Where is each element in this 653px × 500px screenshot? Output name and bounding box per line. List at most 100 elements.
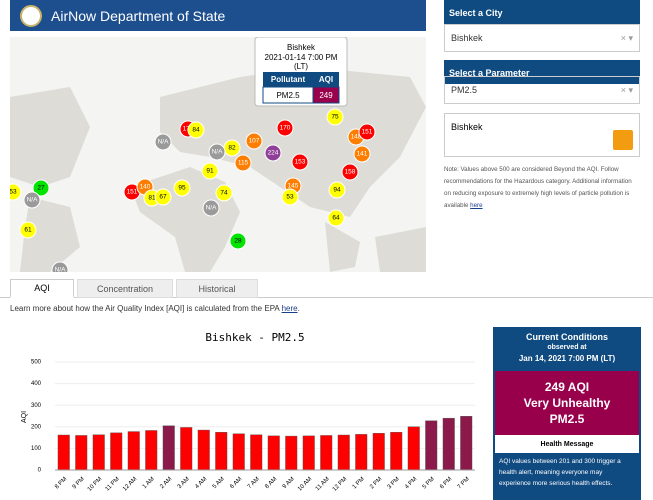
map-marker[interactable] bbox=[10, 183, 22, 201]
marker-label: 74 bbox=[220, 190, 228, 197]
x-tick-label: 10 AM bbox=[297, 476, 313, 492]
tab[interactable]: Concentration bbox=[77, 279, 173, 298]
marker-label: 75 bbox=[331, 114, 339, 121]
map-marker[interactable] bbox=[264, 144, 282, 162]
conditions-observed: observed at bbox=[547, 344, 587, 351]
header: AirNow Department of State bbox=[10, 0, 426, 31]
x-tick-label: 7 PM bbox=[457, 476, 471, 490]
note-link[interactable]: here bbox=[470, 202, 483, 209]
map-marker[interactable] bbox=[201, 162, 219, 180]
marker-label: N/A bbox=[55, 267, 67, 272]
x-tick-label: 4 AM bbox=[194, 476, 208, 490]
city-select[interactable]: Bishkek × ▾ bbox=[444, 24, 640, 52]
map-marker[interactable] bbox=[23, 191, 41, 209]
popup-pollutant: PM2.5 bbox=[276, 91, 300, 100]
marker-label: 53 bbox=[286, 194, 294, 201]
rss-icon[interactable] bbox=[613, 130, 633, 150]
map-marker[interactable] bbox=[281, 188, 299, 206]
marker-label: N/A bbox=[27, 197, 39, 204]
marker-label: 151 bbox=[362, 129, 373, 136]
header-title: AirNow Department of State bbox=[51, 7, 226, 24]
bar bbox=[92, 434, 105, 471]
city-value: Bishkek bbox=[451, 33, 483, 43]
x-tick-label: 1 AM bbox=[142, 476, 156, 490]
map-marker[interactable] bbox=[291, 153, 309, 171]
y-tick-label: 200 bbox=[31, 424, 42, 430]
feed-box: Bishkek bbox=[444, 113, 640, 157]
map-marker[interactable] bbox=[202, 199, 220, 217]
map-marker[interactable] bbox=[154, 188, 172, 206]
bar bbox=[180, 427, 193, 471]
aqi-pollutant: PM2.5 bbox=[549, 412, 585, 426]
marker-label: 140 bbox=[140, 184, 151, 191]
x-tick-label: 8 PM bbox=[54, 476, 68, 490]
bar bbox=[337, 434, 350, 471]
bar bbox=[57, 434, 70, 471]
bar bbox=[215, 431, 228, 471]
aqi-category: Very Unhealthy bbox=[523, 396, 611, 410]
x-tick-label: 7 AM bbox=[247, 476, 261, 490]
popup-zone: (LT) bbox=[294, 62, 308, 71]
map-marker[interactable] bbox=[173, 179, 191, 197]
marker-label: 28 bbox=[234, 238, 242, 245]
conditions-title: Current Conditions bbox=[526, 332, 608, 342]
marker-label: 148 bbox=[351, 134, 362, 141]
popup-col: Pollutant bbox=[271, 75, 306, 84]
map-marker[interactable] bbox=[215, 184, 233, 202]
health-box: Health Message AQI values between 201 an… bbox=[495, 435, 639, 499]
tab[interactable]: Historical bbox=[176, 279, 258, 298]
y-axis-label: AQI bbox=[21, 411, 28, 423]
city-label: Select a City bbox=[444, 0, 640, 24]
bar bbox=[197, 429, 210, 471]
map-marker[interactable] bbox=[326, 108, 344, 126]
learn-text: Learn more about how the Air Quality Ind… bbox=[10, 304, 280, 313]
chart-title: Bishkek - PM2.5 bbox=[205, 331, 304, 344]
learn-link[interactable]: here bbox=[281, 304, 298, 313]
x-tick-label: 6 PM bbox=[439, 476, 453, 490]
note: Note: Values above 500 are considered Be… bbox=[444, 164, 640, 212]
map-marker[interactable] bbox=[353, 145, 371, 163]
map-marker[interactable] bbox=[276, 119, 294, 137]
marker-label: N/A bbox=[206, 205, 218, 212]
marker-label: N/A bbox=[212, 149, 224, 156]
x-tick-label: 10 PM bbox=[87, 476, 104, 493]
bar bbox=[390, 431, 403, 471]
bar bbox=[302, 435, 315, 471]
bar bbox=[407, 426, 420, 471]
x-tick-label: 2 AM bbox=[159, 476, 173, 490]
tab[interactable]: AQI bbox=[10, 279, 74, 298]
map-marker[interactable] bbox=[234, 154, 252, 172]
map-marker[interactable] bbox=[208, 143, 226, 161]
map-marker[interactable] bbox=[328, 181, 346, 199]
bar bbox=[355, 434, 368, 471]
tab-rule bbox=[0, 297, 653, 298]
map-marker[interactable] bbox=[187, 121, 205, 139]
feed-title: Bishkek bbox=[451, 122, 483, 132]
bar bbox=[127, 431, 140, 471]
y-tick-label: 500 bbox=[31, 360, 42, 366]
aqi-value: 249 AQI bbox=[544, 380, 590, 394]
x-tick-label: 3 AM bbox=[177, 476, 191, 490]
map-marker[interactable] bbox=[327, 209, 345, 227]
map-marker[interactable] bbox=[154, 133, 172, 151]
map-marker[interactable] bbox=[341, 163, 359, 181]
popup-aqi: 249 bbox=[319, 91, 333, 100]
map-marker[interactable] bbox=[245, 132, 263, 150]
marker-label: 170 bbox=[280, 125, 291, 132]
param-select[interactable]: PM2.5 × ▾ bbox=[444, 76, 640, 104]
map-marker[interactable] bbox=[51, 261, 69, 272]
map-marker[interactable] bbox=[229, 232, 247, 250]
map-marker[interactable] bbox=[32, 179, 50, 197]
map-marker[interactable] bbox=[358, 123, 376, 141]
bar bbox=[145, 430, 158, 471]
y-tick-label: 400 bbox=[31, 381, 42, 387]
marker-label: 115 bbox=[238, 160, 249, 167]
bar bbox=[267, 435, 280, 471]
marker-label: 94 bbox=[333, 187, 341, 194]
bar bbox=[372, 433, 385, 471]
x-tick-label: 11 PM bbox=[105, 476, 121, 492]
y-tick-label: 300 bbox=[31, 403, 42, 409]
map-marker[interactable] bbox=[19, 221, 37, 239]
